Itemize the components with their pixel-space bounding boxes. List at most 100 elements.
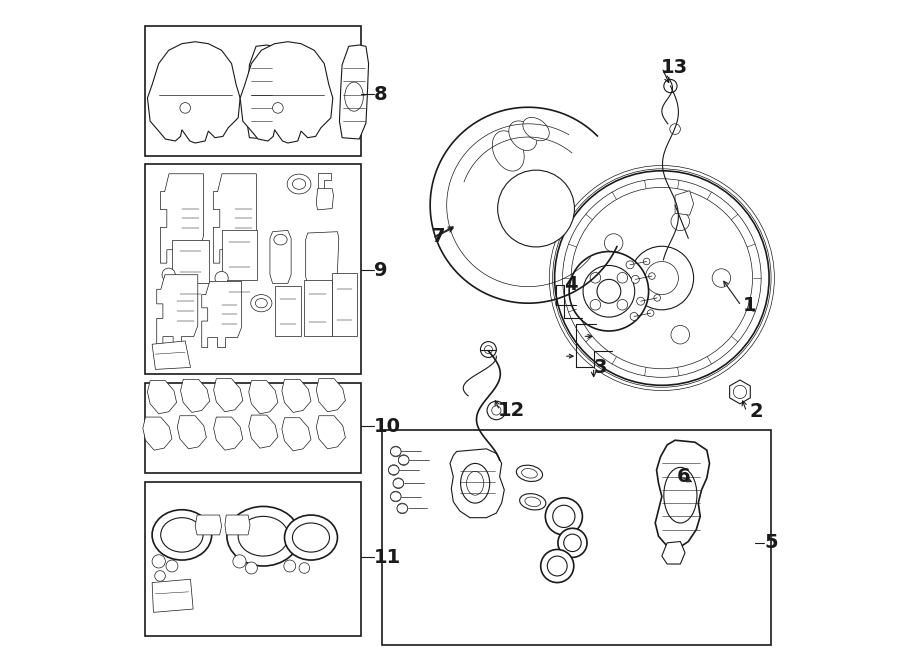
Ellipse shape [399,455,409,465]
Circle shape [166,560,178,572]
Circle shape [572,187,752,369]
Circle shape [246,562,257,574]
Circle shape [487,401,506,420]
Bar [146,164,361,374]
Ellipse shape [256,299,267,308]
Circle shape [626,261,634,269]
Polygon shape [675,191,694,215]
Polygon shape [247,45,276,139]
Circle shape [553,169,771,387]
Circle shape [562,179,761,377]
Text: 9: 9 [374,261,387,279]
Ellipse shape [519,494,546,510]
Polygon shape [148,381,176,414]
Circle shape [152,555,166,568]
Ellipse shape [397,504,408,513]
Polygon shape [662,542,685,564]
Circle shape [654,295,661,301]
Text: 6: 6 [677,467,690,486]
Circle shape [391,491,401,502]
Text: 12: 12 [498,401,525,420]
Ellipse shape [345,82,364,111]
Text: 8: 8 [374,85,388,103]
Ellipse shape [161,518,203,552]
Polygon shape [225,515,250,535]
Ellipse shape [393,479,404,488]
Bar [146,26,361,156]
Circle shape [547,556,567,576]
Circle shape [549,166,774,391]
Circle shape [299,563,310,573]
Circle shape [670,124,680,134]
Polygon shape [306,232,338,285]
Circle shape [162,268,176,281]
Text: 3: 3 [594,358,608,377]
Polygon shape [152,341,191,369]
Polygon shape [181,379,210,412]
Polygon shape [270,230,291,283]
Text: 7: 7 [432,228,446,246]
Circle shape [553,505,575,528]
Bar [146,482,361,636]
Circle shape [399,455,409,465]
Circle shape [541,549,574,583]
Polygon shape [143,417,172,450]
Circle shape [671,212,689,230]
Polygon shape [160,173,203,263]
Polygon shape [177,416,206,449]
Ellipse shape [492,131,524,171]
Text: 1: 1 [742,297,756,315]
Ellipse shape [252,82,271,111]
Circle shape [597,279,621,303]
Polygon shape [274,286,301,336]
Circle shape [647,310,654,316]
Polygon shape [316,189,334,210]
Circle shape [590,299,600,310]
Circle shape [605,304,623,322]
Circle shape [636,297,644,305]
Polygon shape [316,379,346,412]
Circle shape [569,252,649,331]
Ellipse shape [284,515,338,560]
Text: 13: 13 [661,58,688,77]
Circle shape [273,103,284,113]
Ellipse shape [461,463,490,503]
Circle shape [671,326,689,344]
Circle shape [481,342,496,357]
Circle shape [644,258,650,265]
Polygon shape [157,275,198,348]
Polygon shape [450,449,504,518]
Circle shape [645,261,679,295]
Text: 5: 5 [764,534,778,552]
Circle shape [649,273,655,279]
Circle shape [712,269,731,287]
Bar [146,383,361,473]
Circle shape [563,534,581,551]
Polygon shape [331,273,356,336]
Ellipse shape [227,506,300,566]
Ellipse shape [389,465,399,475]
Polygon shape [730,380,751,404]
Polygon shape [240,42,333,143]
Ellipse shape [152,510,212,560]
Ellipse shape [287,174,311,194]
Circle shape [484,346,492,354]
Ellipse shape [391,492,401,501]
Circle shape [180,103,191,113]
Text: 10: 10 [374,417,400,436]
Text: 2: 2 [749,402,763,421]
Polygon shape [316,416,346,449]
Ellipse shape [251,295,272,312]
Ellipse shape [292,523,329,552]
Polygon shape [172,240,209,283]
Circle shape [617,273,627,283]
Ellipse shape [508,121,536,150]
Ellipse shape [664,467,697,523]
Polygon shape [152,579,194,612]
Ellipse shape [522,469,537,478]
Ellipse shape [517,465,543,481]
Circle shape [215,271,229,285]
Circle shape [389,465,399,475]
Circle shape [664,79,677,93]
Circle shape [605,234,623,252]
